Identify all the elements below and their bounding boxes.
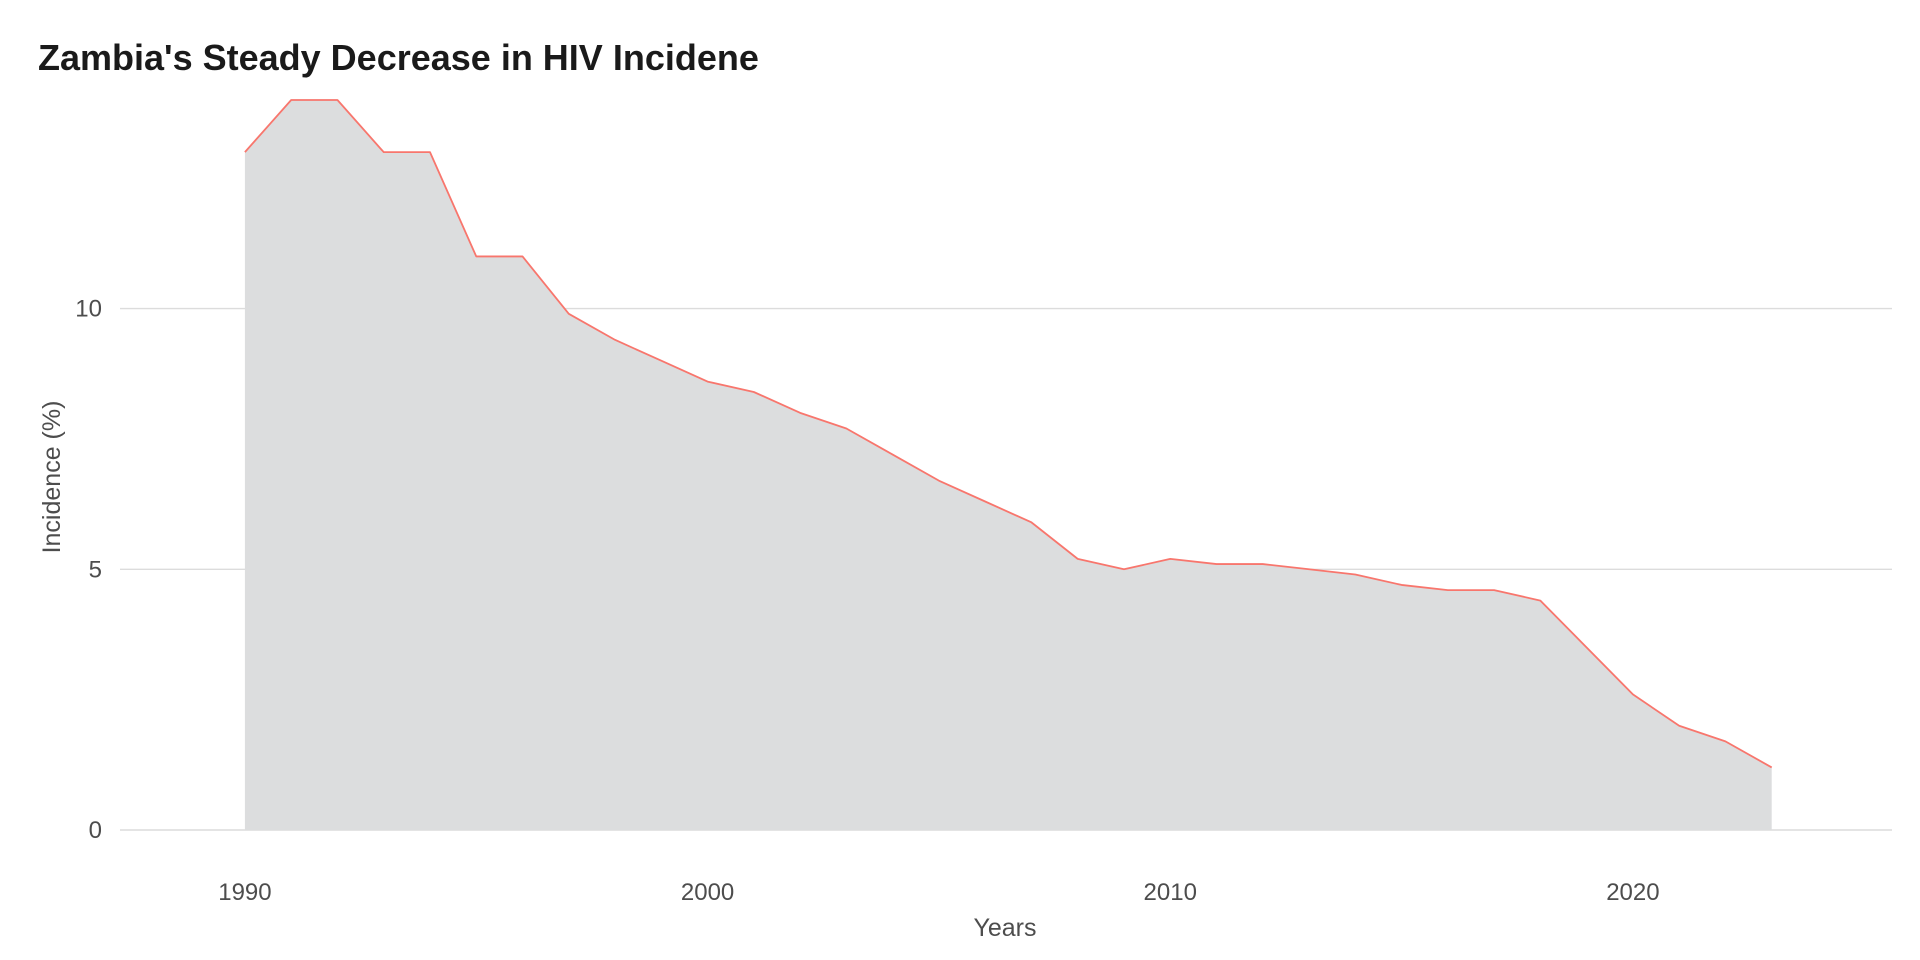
x-tick-label: 2020 <box>1606 879 1659 906</box>
x-tick-label: 2000 <box>681 879 734 906</box>
y-tick-label: 5 <box>89 556 102 583</box>
series-line <box>244 99 1773 769</box>
area-fill <box>244 100 1772 830</box>
chart-title: Zambia's Steady Decrease in HIV Incidene <box>38 37 759 78</box>
y-tick-label: 10 <box>75 296 102 323</box>
y-axis-title: Incidence (%) <box>38 401 66 554</box>
x-axis-ticks: 1990 2000 2010 2020 <box>218 879 1659 906</box>
y-tick-label: 0 <box>89 817 102 844</box>
x-axis-title: Years <box>973 914 1036 942</box>
area-layer <box>244 100 1772 830</box>
line-layer <box>244 99 1773 769</box>
x-tick-label: 2010 <box>1144 879 1197 906</box>
y-axis-ticks: 0 5 10 <box>75 296 102 844</box>
x-tick-label: 1990 <box>218 879 271 906</box>
